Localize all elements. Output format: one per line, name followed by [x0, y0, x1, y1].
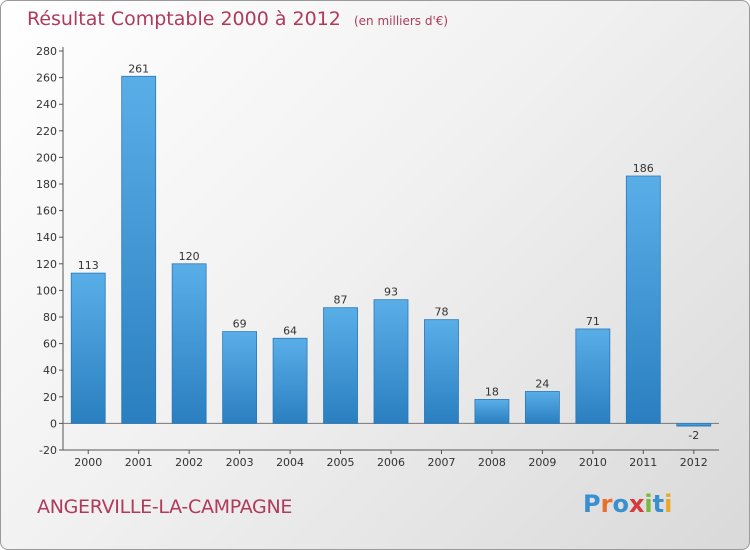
data-label-2000: 113 [78, 259, 99, 272]
bars [70, 75, 712, 427]
bar-2000 [70, 272, 106, 424]
bar-2010 [575, 328, 611, 424]
data-label-2010: 71 [586, 315, 600, 328]
data-label-2005: 87 [334, 294, 348, 307]
data-label-2004: 64 [283, 324, 297, 337]
bar-2003 [222, 331, 258, 424]
data-label-2006: 93 [384, 286, 398, 299]
y-tick-label: 200 [36, 151, 57, 164]
bar-2005 [323, 307, 358, 424]
logo-letter: i [644, 490, 653, 518]
bar-2011 [625, 175, 661, 424]
x-tick-label: 2006 [377, 456, 405, 469]
chart-header: Résultat Comptable 2000 à 2012 (en milli… [27, 8, 448, 30]
bar-2006 [373, 299, 409, 424]
data-label-2001: 261 [128, 62, 149, 75]
logo-letter: i [664, 490, 673, 518]
logo-letter: r [600, 490, 613, 518]
data-label-2008: 18 [485, 385, 499, 398]
y-tick-label: 140 [36, 231, 57, 244]
data-label-2011: 186 [633, 162, 654, 175]
proxiti-logo: Proxiti [583, 490, 672, 518]
x-tick-label: 2009 [528, 456, 556, 469]
bar-2001 [121, 75, 157, 424]
y-tick-label: 160 [36, 205, 57, 218]
data-label-2009: 24 [535, 377, 549, 390]
y-tick-label: -20 [39, 444, 57, 457]
y-tick-label: 80 [43, 311, 57, 324]
x-tick-label: 2008 [478, 456, 506, 469]
data-label-2002: 120 [179, 250, 200, 263]
logo-letter: P [583, 490, 601, 518]
x-tick-label: 2010 [579, 456, 607, 469]
y-tick-label: 0 [50, 417, 57, 430]
logo-letter: o [612, 490, 629, 518]
x-tick-label: 2011 [629, 456, 657, 469]
x-tick-label: 2000 [74, 456, 102, 469]
chart-title: Résultat Comptable 2000 à 2012 [27, 8, 341, 30]
y-tick-label: 280 [36, 45, 57, 58]
x-tick-label: 2002 [175, 456, 203, 469]
logo-letter: x [628, 490, 645, 518]
labels: 113 261 120 69 64 87 93 78 18 24 71 186 -2 [78, 62, 700, 442]
y-tick-label: 120 [36, 258, 57, 271]
x-tick-label: 2012 [680, 456, 708, 469]
bar-2009 [524, 391, 560, 424]
y-tick-label: 180 [36, 178, 57, 191]
x-tick-label: 2003 [226, 456, 254, 469]
x-tick-label: 2004 [276, 456, 304, 469]
y-tick-label: 240 [36, 98, 57, 111]
bar-2008 [474, 399, 510, 424]
data-label-2003: 69 [233, 318, 247, 331]
chart-unit-note: (en milliers d'€) [353, 14, 449, 28]
bar-2007 [424, 319, 459, 424]
x-tick-label: 2001 [125, 456, 153, 469]
bar-2002 [171, 263, 207, 424]
place-name: ANGERVILLE-LA-CAMPAGNE [37, 496, 293, 518]
y-tick-label: 260 [36, 72, 57, 85]
x-tick-label: 2005 [327, 456, 355, 469]
x-tick-label: 2007 [427, 456, 455, 469]
y-tick-label: 20 [43, 391, 57, 404]
y-tick-label: 220 [36, 125, 57, 138]
logo-letter: t [652, 490, 665, 518]
y-tick-label: 60 [43, 338, 57, 351]
data-label-2012: -2 [688, 429, 699, 442]
y-tick-label: 40 [43, 364, 57, 377]
y-tick-label: 100 [36, 284, 57, 297]
bar-2012 [676, 422, 712, 427]
data-label-2007: 78 [434, 306, 448, 319]
bar-2004 [272, 337, 308, 424]
